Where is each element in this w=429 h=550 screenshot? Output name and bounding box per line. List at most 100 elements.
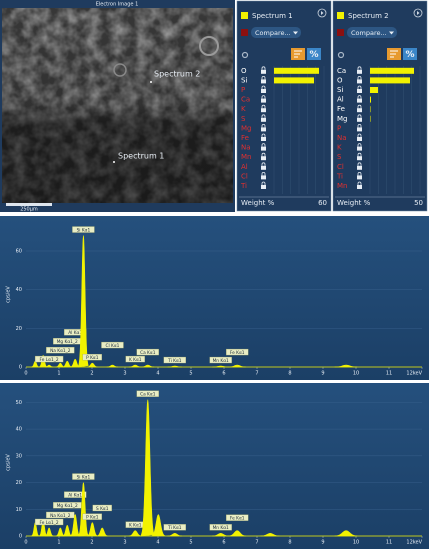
lock-shackle [357,104,362,109]
lock-shackle [261,181,266,185]
peak-label: Ti Kα1 [167,525,182,531]
element-symbol: S [241,115,246,123]
x-tick-label: 4 [156,371,159,377]
peak-label: Fe Lα1_2 [40,357,59,363]
x-tick-label: 3 [123,540,126,546]
peak-label-box [72,473,95,480]
play-button[interactable] [413,8,423,18]
element-symbol: Al [337,96,344,104]
peak-label: Si Kα1 [77,227,91,233]
weight-bar [370,67,414,74]
dropdown-arrow [293,31,298,35]
peak-label: Fe Lα1_2 [40,520,59,526]
lock-body [357,165,362,170]
spot-label: Spectrum 2 [154,70,200,79]
chart-panel [0,383,429,549]
x-tick-label: 1 [57,540,60,546]
lock-body [261,165,266,170]
spectrum-peak [106,364,119,368]
percent-button[interactable] [403,48,417,60]
weight-max: 50 [414,199,423,207]
x-tick-label: 8 [288,540,291,546]
weight-bar [370,115,371,122]
lock-shackle [357,114,362,118]
x-tick-label: 7 [255,540,258,546]
lock-shackle [357,124,362,128]
x-tick-label: 3 [123,371,126,377]
play-button[interactable] [317,8,327,18]
spectrum-peak [86,522,98,537]
element-symbol: Mg [337,115,347,123]
peak-label: Ti Kα1 [167,358,182,364]
y-tick-label: 20 [16,326,22,332]
play-icon [417,11,420,15]
peak-label-box [209,356,232,364]
settings-icon[interactable] [337,51,345,59]
compare-dropdown[interactable] [251,27,301,38]
lock-shackle [357,172,362,176]
lock-shackle [261,76,266,80]
element-symbol: Ca [241,96,250,104]
sort-icon [294,50,302,58]
lock-body [357,137,362,141]
spectrum-name: Spectrum 1 [252,12,293,20]
y-tick-label: 0 [19,365,22,371]
element-symbol: K [241,105,246,113]
spot-label: Spectrum 1 [118,152,164,161]
x-tick-label: 0 [24,540,27,546]
lock-shackle [261,152,266,157]
image-feature [113,63,127,77]
compare-label: Compare... [351,29,387,37]
spectrum-peak [78,482,89,537]
peak-label-box [53,502,82,509]
peak-label-box [209,524,232,531]
y-tick-label: 40 [16,287,22,293]
spectrum-peak [228,364,246,368]
peak-label-box [46,511,75,519]
compare-dropdown[interactable] [347,27,397,38]
spectrum-swatch [241,12,248,19]
element-symbol: Mg [241,124,251,132]
peak-label-box [136,348,159,356]
lock-shackle [261,172,266,176]
lock-shackle [357,162,362,166]
peak-label-box [34,355,64,363]
image-title: Electron Image 1 [96,2,139,8]
lock-body [357,69,362,74]
spectrum-peak [128,530,142,537]
spectrum-peak [86,362,98,368]
peak-label: Mn Kα1 [213,358,229,364]
compare-swatch [337,29,344,36]
lock-body [357,146,362,151]
peak-label: Cl Kα1 [105,343,119,349]
peak-label: S Kα1 [96,506,109,512]
percent-icon: % [309,50,318,60]
x-tick-label: 6 [222,371,225,377]
lock-shackle [261,162,266,166]
spectrum-peak [55,527,65,537]
image-shade [2,8,233,203]
spectrum-peak [70,514,81,537]
weight-label: Weight % [337,199,371,207]
spectrum-peak [167,533,182,537]
spot-marker [150,81,152,83]
lock-shackle [357,152,362,157]
peak-label: Mn Kα1 [213,525,229,531]
element-symbol: Na [241,144,251,152]
percent-button[interactable] [307,48,321,60]
spot-marker [113,161,115,163]
x-tick-label: 9 [321,371,324,377]
lock-body [261,137,266,141]
settings-icon[interactable] [241,51,249,59]
lock-body [357,185,362,189]
lock-shackle [261,124,266,128]
peak-label-box [64,491,87,498]
lock-shackle [261,133,266,137]
element-symbol: Na [337,134,347,142]
compare-label: Compare... [255,29,291,37]
element-symbol: Cl [337,163,344,171]
element-symbol: Mn [241,153,251,161]
element-symbol: P [337,124,341,132]
weight-bar [274,67,319,74]
